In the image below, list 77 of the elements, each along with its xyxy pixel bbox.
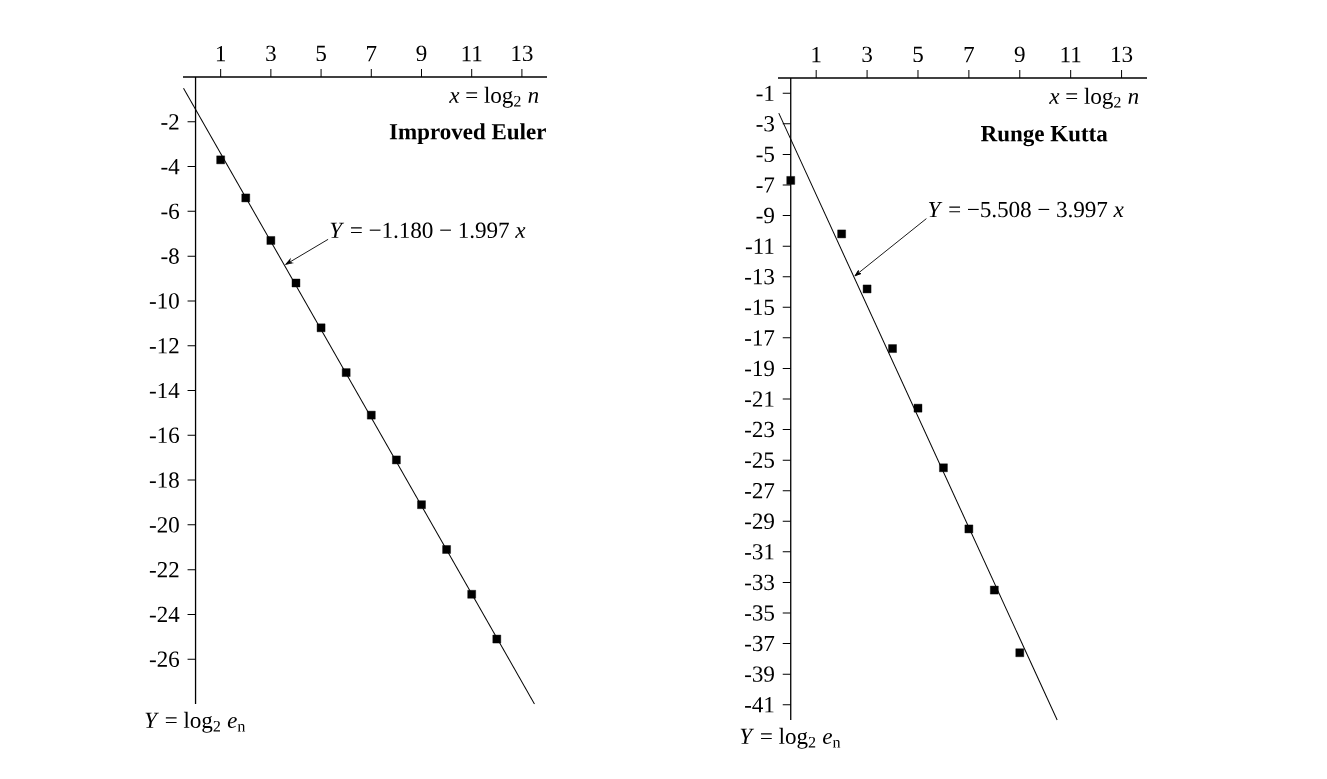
y-tick-label: -27 xyxy=(745,483,775,499)
point xyxy=(367,410,376,420)
y-tick-label: -20 xyxy=(149,517,179,533)
y-tick-label: -22 xyxy=(149,562,179,578)
y-tick-label: -11 xyxy=(745,238,774,254)
y-tick-label: -13 xyxy=(745,268,774,285)
text: Improved Euler xyxy=(389,123,546,145)
y-tick-label: -14 xyxy=(149,382,180,399)
y-tick-label: -1 xyxy=(756,85,774,101)
x-tick-label: 1 xyxy=(216,45,226,62)
x-tick-label: 13 xyxy=(1112,46,1133,63)
point xyxy=(341,368,351,377)
point xyxy=(837,229,846,239)
point xyxy=(786,176,795,185)
y-tick-label: -6 xyxy=(161,203,180,220)
x-tick-label: 7 xyxy=(367,46,377,62)
x-tick-label: 3 xyxy=(266,45,276,62)
y-tick-label: -18 xyxy=(149,472,179,488)
y-tick-label: -9 xyxy=(756,207,774,224)
y-tick-label: -26 xyxy=(149,651,180,667)
annotation: Y = −5.508 − 3.997 x xyxy=(928,201,1124,218)
y-axis-title: Y = log$_{2}$ e$_{n}$ xyxy=(145,711,246,733)
x-tick-label: 1 xyxy=(812,46,821,63)
point xyxy=(990,585,999,595)
x-axis-title: x = log$_{2}$ n xyxy=(1048,87,1139,109)
y-tick-label: -41 xyxy=(745,697,774,713)
y-tick-label: -3 xyxy=(756,116,774,132)
y-tick-label: -37 xyxy=(745,635,775,652)
point xyxy=(888,344,897,353)
y-tick-label: -17 xyxy=(745,330,775,346)
x-tick-label: 5 xyxy=(913,46,923,63)
x-tick-label: 11 xyxy=(1061,46,1081,63)
y-tick-label: -25 xyxy=(745,452,774,468)
text: Runge Kutta xyxy=(981,126,1108,147)
x-tick-label: 7 xyxy=(964,47,974,63)
point xyxy=(442,545,451,554)
point xyxy=(913,403,923,413)
x-tick-label: 13 xyxy=(512,45,533,62)
y-tick-label: -35 xyxy=(745,605,774,621)
x-tick-label: 5 xyxy=(316,45,326,62)
point xyxy=(417,500,426,509)
point xyxy=(1015,648,1024,657)
y-tick-label: -10 xyxy=(149,293,179,309)
y-tick-label: -2 xyxy=(161,114,179,130)
y-tick-label: -29 xyxy=(745,513,774,529)
x-tick-label: 11 xyxy=(462,45,482,62)
point xyxy=(241,193,250,203)
point xyxy=(964,524,974,534)
point xyxy=(266,236,276,245)
y-tick-label: -21 xyxy=(745,391,774,407)
point xyxy=(939,463,948,472)
y-tick-label: -12 xyxy=(149,338,179,354)
x-axis-title: x = log$_{2}$ n xyxy=(448,86,539,108)
point xyxy=(392,455,401,465)
y-tick-label: -15 xyxy=(745,299,774,315)
point xyxy=(862,284,872,294)
y-tick-label: -23 xyxy=(745,421,774,438)
x-tick-label: 9 xyxy=(416,45,427,62)
annotation: Y = −1.180 − 1.997 x xyxy=(330,222,526,239)
y-tick-label: -31 xyxy=(745,544,774,560)
point xyxy=(467,590,476,599)
y-tick-label: -7 xyxy=(756,177,775,193)
y-axis-title: Y = log$_{2}$ e$_{n}$ xyxy=(740,727,841,749)
point xyxy=(316,323,326,332)
x-tick-label: 3 xyxy=(862,46,872,63)
y-tick-label: -16 xyxy=(149,427,180,444)
x-tick-label: 9 xyxy=(1014,46,1025,63)
point xyxy=(291,278,301,288)
y-tick-label: -19 xyxy=(745,360,774,377)
y-tick-label: -5 xyxy=(756,146,774,163)
y-tick-label: -4 xyxy=(161,158,180,175)
y-tick-label: -39 xyxy=(745,666,774,682)
y-tick-label: -24 xyxy=(149,606,180,623)
y-tick-label: -33 xyxy=(745,574,774,591)
point xyxy=(492,634,501,644)
y-tick-label: -8 xyxy=(161,248,179,264)
point xyxy=(216,155,225,165)
